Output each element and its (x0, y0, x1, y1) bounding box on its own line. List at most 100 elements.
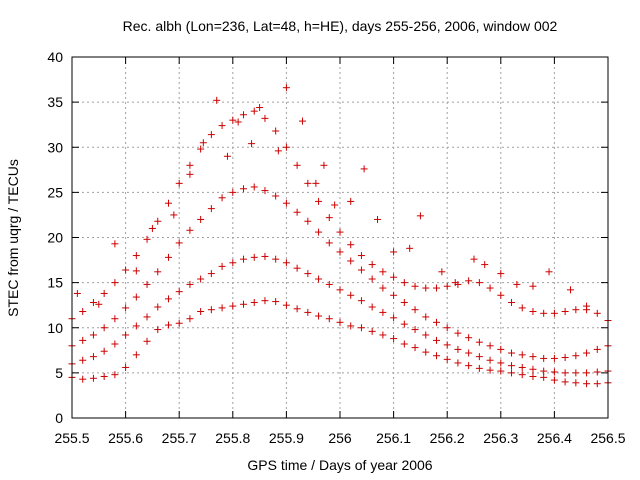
data-point (470, 255, 478, 263)
data-point (175, 288, 183, 296)
data-point (272, 192, 280, 200)
data-point (593, 309, 601, 317)
data-point (320, 161, 328, 169)
data-point (175, 319, 183, 327)
data-point (143, 235, 151, 243)
data-point (154, 326, 162, 334)
data-point (282, 259, 290, 267)
y-tick-label: 15 (47, 275, 63, 291)
data-point (197, 275, 205, 283)
data-point (143, 337, 151, 345)
x-tick-label: 256.3 (483, 430, 518, 446)
data-point (508, 369, 516, 377)
data-point (282, 84, 290, 92)
data-point (451, 279, 459, 287)
tick-labels: 255.5 255.6 255.7 255.8 255.9 256 256.1 256.2 25… (47, 49, 625, 446)
data-point (360, 165, 368, 173)
data-point (529, 308, 537, 316)
data-point (312, 179, 320, 187)
y-tick-label: 25 (47, 184, 63, 200)
data-point (315, 312, 323, 320)
data-point (583, 349, 591, 357)
data-point (132, 351, 140, 359)
data-point (240, 185, 248, 193)
data-point (390, 273, 398, 281)
data-point (298, 117, 306, 125)
data-point (357, 266, 365, 274)
data-point (272, 298, 280, 306)
data-point (282, 199, 290, 207)
data-point (229, 116, 237, 124)
data-point (422, 313, 430, 321)
data-point (250, 253, 258, 261)
data-point (154, 217, 162, 225)
data-point (293, 161, 301, 169)
data-point (304, 217, 312, 225)
x-tick-label: 256.2 (430, 430, 465, 446)
data-point (347, 257, 355, 265)
data-point (540, 367, 548, 375)
data-point (390, 314, 398, 322)
data-point (223, 152, 231, 160)
data-point (379, 284, 387, 292)
data-point (486, 284, 494, 292)
data-point (357, 297, 365, 305)
data-point (411, 282, 419, 290)
data-point (566, 286, 574, 294)
data-point (213, 96, 221, 104)
x-axis-label: GPS time / Days of year 2006 (247, 457, 432, 473)
data-point (304, 308, 312, 316)
data-point (411, 326, 419, 334)
data-point (315, 275, 323, 283)
data-point (443, 282, 451, 290)
data-point (304, 270, 312, 278)
data-point (465, 334, 473, 342)
data-point (422, 284, 430, 292)
data-point (122, 363, 130, 371)
data-point (508, 349, 516, 357)
data-point (416, 212, 424, 220)
data-point (561, 354, 569, 362)
data-point (186, 170, 194, 178)
data-point (518, 363, 526, 371)
data-point (550, 354, 558, 362)
data-point (240, 300, 248, 308)
data-point (164, 295, 172, 303)
data-point (529, 282, 537, 290)
data-point (550, 309, 558, 317)
data-point (518, 351, 526, 359)
data-point (368, 327, 376, 335)
data-point (422, 348, 430, 356)
data-point (111, 340, 119, 348)
data-point (100, 347, 108, 355)
data-point (197, 215, 205, 223)
data-point (561, 378, 569, 386)
data-point (132, 293, 140, 301)
data-point (357, 252, 365, 260)
y-tick-label: 0 (55, 410, 63, 426)
data-point (583, 369, 591, 377)
data-point (186, 280, 194, 288)
data-point (325, 214, 333, 222)
data-point (154, 268, 162, 276)
data-point (593, 368, 601, 376)
data-point (550, 368, 558, 376)
data-point (443, 341, 451, 349)
data-point (411, 344, 419, 352)
data-point (390, 335, 398, 343)
data-point (486, 366, 494, 374)
x-tick-label: 255.9 (269, 430, 304, 446)
data-point (540, 354, 548, 362)
data-point (438, 268, 446, 276)
data-point (432, 284, 440, 292)
data-point (164, 321, 172, 329)
data-point (293, 305, 301, 313)
y-tick-label: 5 (55, 365, 63, 381)
data-point (164, 253, 172, 261)
data-point (497, 367, 505, 375)
data-point (368, 275, 376, 283)
data-point (583, 380, 591, 388)
data-point (100, 372, 108, 380)
data-point (79, 336, 87, 344)
